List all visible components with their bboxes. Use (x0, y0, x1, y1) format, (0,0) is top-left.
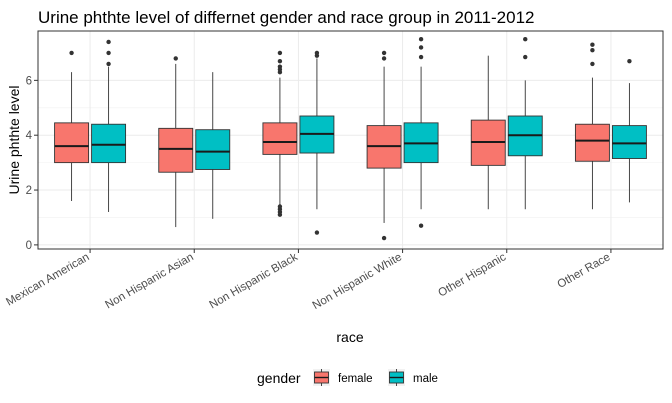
box-body (91, 123, 127, 164)
outlier-point (106, 39, 111, 45)
box-female-3 (366, 50, 402, 241)
box-female-5 (574, 42, 610, 210)
box-male-4 (507, 37, 543, 210)
outlier-point (418, 223, 424, 228)
box-body (195, 129, 231, 170)
box-body (611, 125, 647, 159)
panel-border (37, 30, 664, 250)
y-tick-label: 4 (26, 130, 33, 142)
outlier-point (523, 37, 528, 42)
outlier-point (314, 50, 320, 56)
outlier-point (69, 50, 74, 56)
x-tick-label: Other Hispanic (436, 251, 508, 300)
box-female-1 (158, 56, 194, 228)
y-axis-title: Urine phthte level (6, 86, 22, 195)
y-tick-label: 2 (26, 185, 32, 197)
box-female-0 (54, 50, 90, 202)
box-male-3 (403, 37, 439, 228)
outlier-point (627, 58, 632, 64)
y-tick-label: 6 (26, 75, 32, 87)
box-male-5 (611, 58, 647, 203)
outlier-point (277, 204, 283, 209)
legend-title: gender (257, 370, 301, 386)
outlier-point (381, 56, 387, 61)
chart-title: Urine phthte level of differnet gender a… (38, 8, 535, 27)
legend-label-female: female (338, 373, 373, 385)
outlier-point (106, 50, 111, 56)
box-body (158, 127, 194, 173)
x-tick-label: Other Race (555, 251, 612, 291)
outlier-point (418, 45, 424, 50)
outlier-point (381, 50, 387, 56)
outlier-point (106, 61, 111, 67)
box-body (262, 122, 298, 155)
legend: gender female male (257, 369, 438, 386)
outlier-point (590, 61, 595, 67)
outlier-point (314, 230, 320, 235)
outlier-point (277, 58, 283, 64)
box-female-4 (470, 55, 506, 210)
outlier-point (277, 50, 283, 56)
outlier-point (418, 37, 424, 42)
x-tick-label: Non Hispanic White (311, 251, 404, 312)
legend-key-male (388, 369, 405, 386)
panel-background (38, 31, 663, 249)
legend-label-male: male (413, 373, 438, 385)
outlier-point (381, 235, 387, 241)
outlier-point (590, 42, 595, 47)
y-tick-label: 0 (26, 240, 32, 252)
x-tick-label: Mexican American (4, 251, 91, 308)
box-male-2 (299, 50, 335, 235)
outlier-point (418, 54, 424, 60)
box-male-0 (91, 39, 127, 212)
box-body (54, 122, 90, 164)
outlier-point (523, 54, 528, 60)
legend-key-female (313, 369, 330, 386)
outlier-point (590, 47, 595, 53)
outlier-point (277, 64, 283, 69)
x-tick-label: Non Hispanic Black (208, 251, 301, 311)
outlier-point (173, 56, 178, 61)
box-male-1 (195, 72, 231, 219)
box-body (574, 123, 610, 162)
x-tick-label: Non Hispanic Asian (103, 251, 195, 311)
x-axis-title: race (336, 329, 363, 345)
box-female-2 (262, 50, 298, 217)
